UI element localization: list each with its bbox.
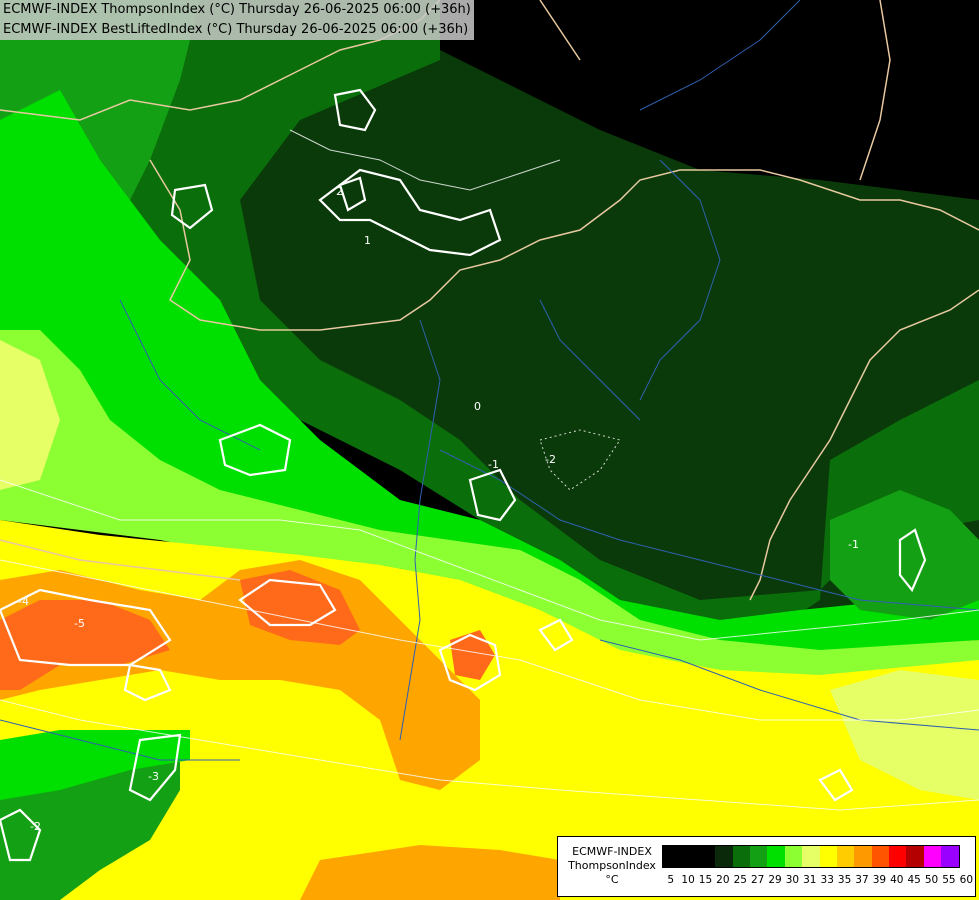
contour-label: -5 (74, 617, 85, 630)
contour-label: -3 (148, 770, 159, 783)
legend-tick: 20 (716, 874, 730, 886)
legend-title-param: ThompsonIndex (568, 859, 656, 872)
legend-title-model: ECMWF-INDEX (572, 845, 652, 858)
green-cell-east (830, 490, 979, 620)
legend-tick: 39 (872, 874, 887, 886)
legend-tick: 5 (667, 874, 675, 886)
legend-swatch (941, 846, 959, 867)
contour-label: 2 (336, 185, 343, 198)
legend-tick: 60 (959, 874, 974, 886)
contour-label: -4 (18, 595, 29, 608)
color-legend: ECMWF-INDEX ThompsonIndex °C 5 10 15 20 25 27… (557, 836, 976, 897)
map-title-line-2: ECMWF-INDEX BestLiftedIndex (°C) Thursda… (3, 22, 469, 37)
contour-label: -1 (848, 538, 859, 551)
contour-label: 1 (364, 234, 371, 247)
legend-tick: 30 (785, 874, 800, 886)
legend-swatch (767, 846, 785, 867)
legend-tick: 40 (890, 874, 904, 886)
pale-yellow-patch-east (830, 670, 979, 800)
rivers (0, 0, 979, 761)
legend-swatch (715, 846, 733, 867)
legend-tick: 55 (942, 874, 956, 886)
legend-swatch (663, 846, 681, 867)
legend-title: ECMWF-INDEX ThompsonIndex °C (562, 845, 662, 887)
medium-green-region (0, 0, 979, 640)
contour-labels: 2 1 0 -1 -2 -4 -5 -3 -2 -1 (18, 185, 859, 833)
dark-green-region (200, 50, 979, 620)
map-title-box: ECMWF-INDEX ThompsonIndex (°C) Thursday … (0, 0, 474, 40)
contour-label: -1 (488, 458, 499, 471)
legend-swatch (819, 846, 837, 867)
map-title-line-1: ECMWF-INDEX ThompsonIndex (°C) Thursday … (3, 2, 471, 17)
red-orange-core-east (450, 630, 495, 680)
legend-tick: 35 (837, 874, 852, 886)
pale-yellow-patch (0, 340, 60, 490)
legend-tick: 45 (907, 874, 921, 886)
legend-tick: 27 (750, 874, 765, 886)
legend-tick: 10 (681, 874, 695, 886)
bright-green-patch-southwest (0, 730, 190, 800)
legend-tick: 25 (733, 874, 747, 886)
legend-swatch (697, 846, 716, 867)
legend-swatch (802, 846, 820, 867)
legend-tick: 15 (698, 874, 713, 886)
legend-tick: 37 (855, 874, 869, 886)
red-orange-core-west (0, 600, 170, 690)
legend-swatch (784, 846, 803, 867)
legend-tick: 29 (768, 874, 782, 886)
legend-swatch (749, 846, 768, 867)
contour-label: -2 (545, 453, 556, 466)
legend-tick: 50 (924, 874, 939, 886)
legend-swatch (854, 846, 872, 867)
legend-swatch (680, 846, 698, 867)
legend-color-bar (662, 845, 960, 868)
legend-swatch (923, 846, 942, 867)
lime-region (0, 330, 979, 680)
contour-label: 0 (474, 400, 481, 413)
legend-swatch (836, 846, 855, 867)
legend-swatch (732, 846, 750, 867)
legend-tick: 33 (820, 874, 834, 886)
contour-label: -2 (30, 820, 41, 833)
legend-swatch (889, 846, 907, 867)
legend-swatch (871, 846, 890, 867)
orange-region-south (300, 845, 560, 900)
contour-lines (0, 88, 927, 862)
legend-tick: 31 (803, 874, 817, 886)
legend-tick-labels: 5 10 15 20 25 27 29 30 31 33 35 37 39 40 45 50 55 60 (662, 874, 975, 886)
contour-lines-thin (0, 129, 979, 811)
legend-swatch (906, 846, 924, 867)
legend-unit: °C (605, 873, 619, 886)
